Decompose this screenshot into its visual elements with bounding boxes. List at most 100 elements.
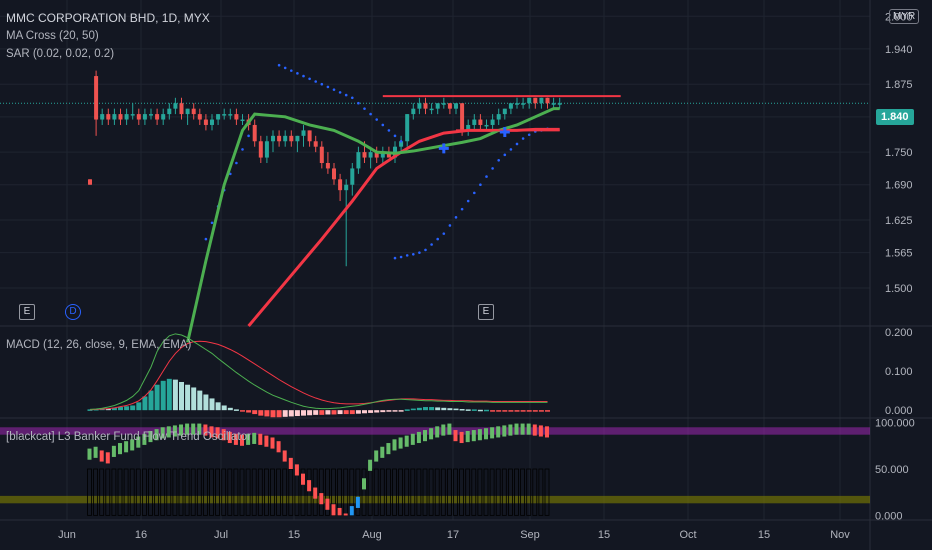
macd-histogram-bar (447, 408, 453, 411)
macd-histogram-bar (441, 407, 447, 411)
osc-trend-block (209, 426, 214, 438)
osc-trend-block (435, 426, 440, 438)
candle-body (149, 114, 153, 116)
osc-flow-bar (117, 468, 123, 516)
osc-flow-bar (270, 468, 275, 516)
sar-dot (338, 91, 342, 94)
osc-trend-block (166, 426, 171, 438)
time-axis-label: 15 (598, 529, 610, 541)
candle-body (411, 108, 416, 115)
osc-flow-bar (233, 468, 239, 516)
osc-trend-block (471, 430, 476, 442)
time-axis-label: Aug (362, 529, 382, 541)
macd-histogram-bar (423, 407, 428, 411)
time-axis-label: Oct (679, 529, 696, 541)
macd-histogram-bar (490, 410, 496, 412)
earnings-event-icon[interactable]: E (19, 304, 35, 320)
ma-slow-line (247, 127, 560, 327)
macd-histogram-bar (136, 402, 142, 411)
ma-cross-marker (499, 127, 510, 138)
macd-histogram-bar (240, 410, 245, 412)
osc-trend-block (453, 430, 458, 442)
oscillator-legend[interactable]: [blackcat] L3 Banker Fund Flow Trend Osc… (6, 431, 251, 443)
osc-flow-bar (263, 468, 269, 516)
macd-histogram-bar (252, 410, 258, 415)
price-axis-label: 1.750 (885, 147, 913, 159)
osc-trend-block (404, 435, 409, 447)
osc-trend-block (429, 428, 434, 440)
currency-badge[interactable]: MYR (889, 9, 920, 24)
osc-flow-bar (440, 468, 446, 516)
osc-flow-bar (172, 468, 178, 516)
osc-axis-label: 50.000 (875, 464, 909, 476)
osc-trend-block (124, 441, 129, 453)
osc-trend-block (343, 513, 348, 516)
macd-histogram-bar (203, 394, 209, 411)
osc-flow-bar (154, 468, 160, 516)
macd-histogram-bar (429, 407, 435, 411)
macd-histogram-bar (477, 409, 483, 412)
sar-dot (247, 134, 250, 138)
osc-trend-block (447, 423, 452, 435)
osc-trend-block (331, 504, 336, 516)
candle-body (100, 114, 105, 120)
candle-body (454, 103, 458, 109)
osc-trend-block (227, 431, 232, 444)
osc-trend-block (520, 423, 525, 435)
sar-legend[interactable]: SAR (0.02, 0.02, 0.2) (6, 48, 115, 60)
osc-flow-bar (300, 468, 306, 516)
candle-body (88, 179, 92, 185)
earnings-event-icon[interactable]: E (478, 304, 494, 320)
sar-dot (448, 224, 452, 227)
macd-histogram-bar (538, 410, 544, 412)
macd-histogram-bar (404, 409, 410, 411)
macd-histogram-bar (337, 410, 343, 415)
candle-body (399, 141, 404, 147)
osc-overbought-band (0, 427, 870, 435)
candle-body (484, 124, 489, 127)
sar-dot (235, 161, 238, 165)
candle-body (228, 114, 233, 116)
sar-dot (363, 107, 366, 110)
candle-body (508, 103, 513, 109)
price-axis-label: 1.875 (885, 79, 913, 91)
osc-flow-bar (392, 468, 397, 516)
osc-flow-bar (404, 468, 410, 516)
macd-histogram-bar (233, 409, 239, 411)
osc-flow-bar (160, 468, 166, 516)
sar-dot (442, 232, 446, 235)
macd-histogram-bar (124, 406, 130, 411)
sar-dot (332, 88, 336, 91)
osc-trend-block (252, 432, 257, 444)
osc-trend-block (368, 459, 373, 471)
osc-flow-bar (239, 468, 245, 516)
sar-dot (503, 153, 507, 157)
osc-trend-block (246, 433, 251, 445)
osc-flow-bar (495, 468, 501, 516)
macd-histogram-bar (465, 409, 471, 411)
osc-flow-bar (434, 468, 440, 516)
candle-body (118, 114, 123, 120)
candle-body (240, 119, 245, 122)
candle-body (234, 114, 239, 120)
osc-flow-bar (294, 468, 300, 516)
macd-histogram-bar (111, 407, 117, 411)
price-axis-label: 1.940 (885, 44, 913, 56)
sar-dot (424, 248, 427, 252)
osc-flow-bar (471, 468, 477, 516)
candle-body (136, 114, 141, 120)
osc-flow-bar (276, 468, 282, 516)
sar-dot (357, 101, 360, 105)
sar-dot (314, 80, 318, 83)
candle-body (277, 135, 282, 142)
osc-flow-bar (306, 468, 312, 516)
time-axis-label: Nov (830, 529, 850, 541)
ma-cross-legend[interactable]: MA Cross (20, 50) (6, 30, 99, 42)
osc-flow-bar (196, 468, 202, 516)
candle-body (478, 119, 483, 125)
candle-body (197, 114, 202, 120)
dividend-event-icon[interactable]: D (65, 304, 81, 320)
macd-legend[interactable]: MACD (12, 26, close, 9, EMA, EMA) (6, 339, 192, 351)
osc-flow-bar (422, 468, 428, 516)
